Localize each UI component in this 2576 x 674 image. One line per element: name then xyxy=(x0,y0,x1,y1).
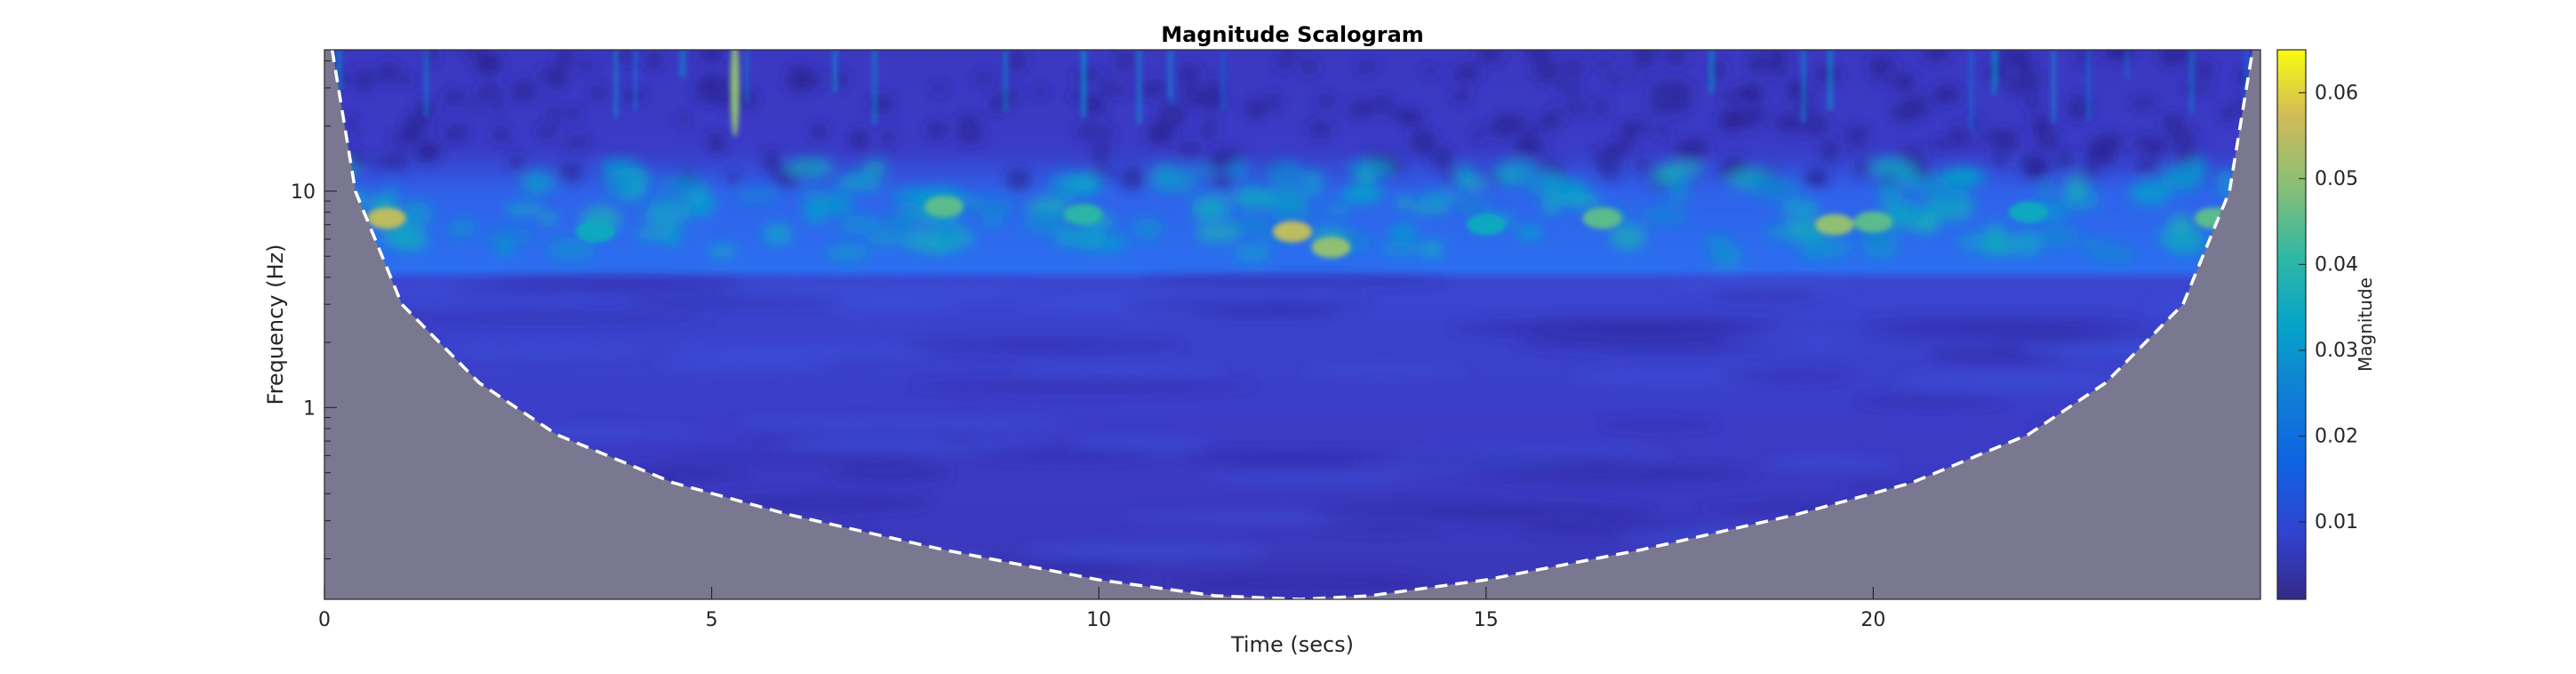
colorbar-gradient xyxy=(2277,50,2306,599)
x-tick-label-2: 10 xyxy=(1086,609,1111,631)
x-tick-label-0: 0 xyxy=(318,609,331,631)
x-tick-label-4: 20 xyxy=(1860,609,1885,631)
x-axis-label: Time (secs) xyxy=(1230,632,1354,657)
colorbar: 0.01 0.02 0.03 0.04 0.05 0.06 Magnitude xyxy=(2276,49,2376,600)
x-axis: 0 5 10 15 20 xyxy=(318,587,1885,631)
colorbar-ticks: 0.01 0.02 0.03 0.04 0.05 0.06 xyxy=(2299,82,2358,534)
colorbar-tick-label-0: 0.01 xyxy=(2315,511,2358,534)
hotspot-0 xyxy=(366,207,406,229)
cone-of-influence-shading xyxy=(324,50,2260,599)
hotspot-3 xyxy=(1311,237,1351,259)
y-axis-label: Frequency (Hz) xyxy=(263,245,288,405)
cone-of-influence-line xyxy=(330,50,2255,599)
colorbar-tick-label-5: 0.06 xyxy=(2315,82,2358,104)
colorbar-tick-label-2: 0.03 xyxy=(2315,340,2358,362)
hotspot-10 xyxy=(575,221,615,243)
hotspot-4 xyxy=(924,196,964,218)
hotspot-6 xyxy=(1814,213,1854,236)
colorbar-frame xyxy=(2276,49,2307,600)
colorbar-label: Magnitude xyxy=(2355,277,2376,372)
plot-frame xyxy=(324,49,2261,600)
hotspot-5 xyxy=(1582,207,1622,229)
chart-title: Magnitude Scalogram xyxy=(1161,22,1424,47)
heatmap-hotspots xyxy=(366,50,2234,259)
colorbar-tick-label-3: 0.04 xyxy=(2315,253,2358,276)
y-tick-label-1: 10 xyxy=(291,181,316,204)
scalogram-heatmap xyxy=(324,50,2260,599)
y-tick-label-0: 1 xyxy=(303,397,316,420)
hotspot-12 xyxy=(2008,201,2048,223)
y-axis: 1 10 xyxy=(291,60,337,560)
hotspot-9 xyxy=(1063,204,1103,226)
colorbar-tick-label-4: 0.05 xyxy=(2315,168,2358,190)
hotspot-2 xyxy=(1273,221,1312,243)
hotspot-11 xyxy=(1466,213,1506,236)
heatmap-texture xyxy=(324,50,2260,599)
x-tick-label-1: 5 xyxy=(706,609,718,631)
x-tick-label-3: 15 xyxy=(1474,609,1499,631)
hotspot-7 xyxy=(1853,211,1893,233)
colorbar-tick-label-1: 0.02 xyxy=(2315,426,2358,448)
hotspot-1 xyxy=(730,50,740,137)
